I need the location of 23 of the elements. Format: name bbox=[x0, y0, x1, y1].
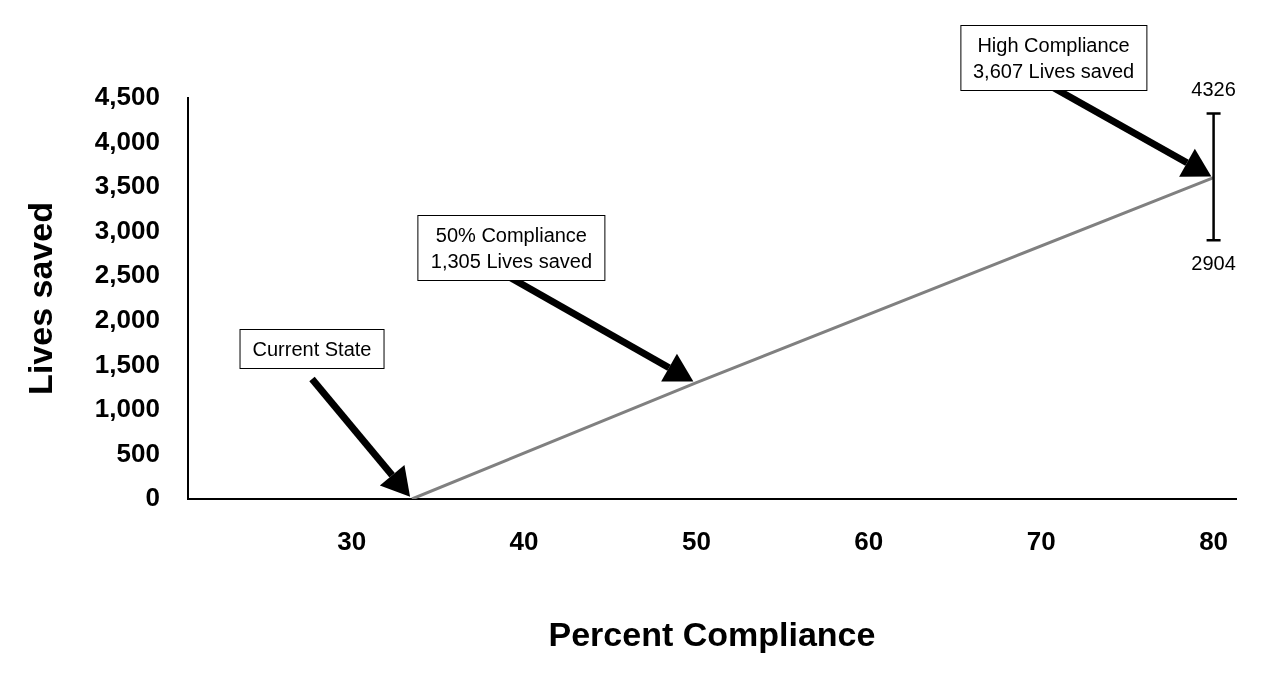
x-tick-label: 30 bbox=[337, 525, 367, 556]
annotation: 50% Compliance 1,305 Lives saved bbox=[417, 214, 606, 281]
x-tick-label: 80 bbox=[1199, 525, 1229, 556]
y-tick-label: 4,000 bbox=[94, 125, 160, 156]
annotation: Current State bbox=[239, 329, 385, 369]
annotation: 2904 bbox=[1190, 252, 1237, 276]
y-tick-label: 500 bbox=[116, 437, 160, 468]
x-tick-label: 60 bbox=[854, 525, 884, 556]
y-tick-label: 2,000 bbox=[94, 303, 160, 334]
y-axis-title: Lives saved bbox=[20, 202, 59, 395]
y-tick-label: 3,000 bbox=[94, 214, 160, 245]
y-tick-label: 2,500 bbox=[94, 259, 160, 290]
x-tick-label: 50 bbox=[681, 525, 711, 556]
y-tick-label: 4,500 bbox=[94, 81, 160, 112]
x-tick-label: 70 bbox=[1026, 525, 1056, 556]
y-tick-label: 0 bbox=[145, 482, 160, 513]
y-tick-label: 3,500 bbox=[94, 170, 160, 201]
text: High Compliance 3,607 Lives saved bbox=[959, 24, 1148, 91]
y-tick-label: 1,500 bbox=[94, 348, 160, 379]
y-tick-label: 1,000 bbox=[94, 393, 160, 424]
x-tick-label: 40 bbox=[509, 525, 539, 556]
x-axis-title: Percent Compliance bbox=[548, 614, 876, 653]
annotation: 4326 bbox=[1190, 77, 1237, 101]
